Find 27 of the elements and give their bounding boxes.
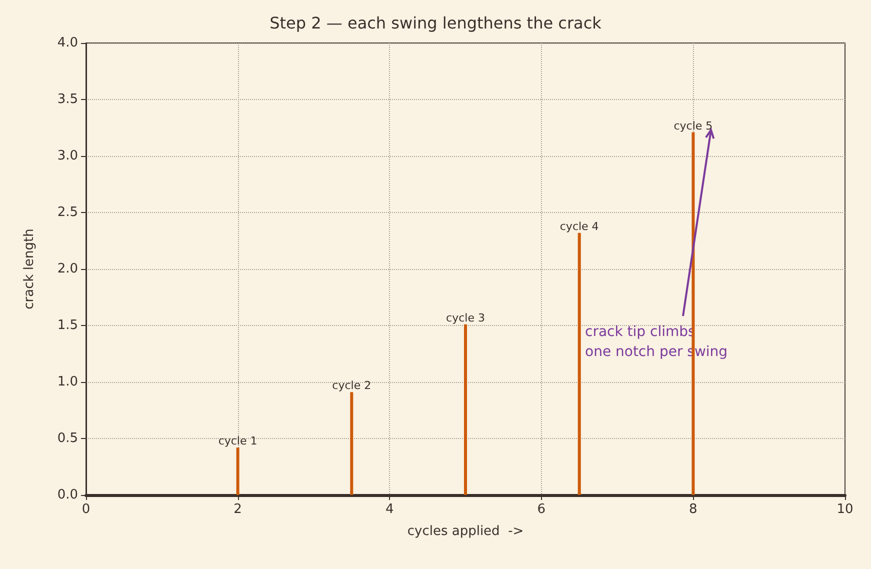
- x-tick-label: 2: [234, 502, 242, 517]
- y-tick-label: 0.5: [57, 431, 78, 446]
- data-label: cycle 1: [218, 434, 258, 448]
- data-label: cycle 5: [674, 119, 713, 132]
- y-tick-label: 3.0: [57, 148, 78, 164]
- y-tick-label: 3.5: [57, 92, 78, 107]
- y-tick-label: 0.0: [57, 488, 78, 502]
- y-axis-title: crack length: [22, 228, 37, 310]
- bar: [578, 232, 581, 495]
- y-tick-label: 1.0: [57, 374, 78, 390]
- y-tick-label: 1.5: [57, 318, 78, 333]
- y-tick-label: 4.0: [57, 36, 78, 50]
- chart-title: Step 2 — each swing lengthens the crack: [270, 14, 602, 32]
- x-tick-label: 8: [689, 502, 698, 517]
- bar: [464, 324, 467, 495]
- x-tick-label: 4: [385, 502, 394, 517]
- data-label: cycle 3: [446, 311, 485, 324]
- data-label: cycle 2: [332, 379, 372, 392]
- x-tick-label: 0: [82, 502, 90, 517]
- y-tick-label: 2.5: [57, 205, 78, 220]
- x-tick-label: 10: [836, 502, 854, 517]
- data-label: cycle 4: [560, 220, 599, 233]
- x-axis-title: cycles applied ->: [407, 524, 524, 539]
- bar: [350, 392, 354, 495]
- x-tick-label: 6: [537, 502, 546, 517]
- bar: [236, 448, 240, 495]
- y-tick-label: 2.0: [57, 262, 78, 276]
